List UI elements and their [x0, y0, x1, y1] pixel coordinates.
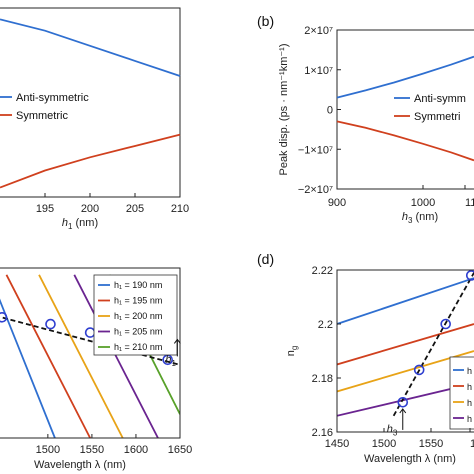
y-tick-label: 2.2 [318, 319, 333, 331]
x-tick-label: 1550 [80, 444, 104, 456]
data-marker [45, 318, 56, 330]
legend-label: Symmetri [414, 111, 460, 123]
x-tick-label: 1650 [168, 444, 192, 456]
legend-label: h [467, 414, 472, 424]
x-tick-label: 200 [81, 203, 99, 215]
data-marker [413, 364, 425, 376]
data-marker [465, 270, 474, 281]
y-axis-label: ng [285, 346, 299, 357]
y-tick-label: −2×10⁷ [298, 184, 333, 196]
legend-label: h₁ = 210 nm [114, 342, 162, 352]
arrow-head [173, 338, 181, 344]
x-tick-label: 1550 [419, 438, 443, 450]
series-line-3 [73, 274, 159, 438]
series-line-2 [38, 274, 124, 438]
x-tick-label: 1600 [124, 444, 148, 456]
series-line-0 [336, 55, 474, 99]
y-tick-label: −1×10⁷ [298, 144, 333, 156]
plot-body [0, 274, 180, 438]
x-axis-label: h3 (nm) [402, 211, 438, 225]
legend-label: h [467, 366, 472, 376]
x-axis-label: h1 (nm) [62, 217, 98, 231]
plot-frame [0, 267, 181, 439]
data-marker [440, 318, 451, 330]
arrow-head [399, 408, 407, 414]
data-marker [0, 312, 8, 323]
legend-box [390, 88, 474, 126]
x-tick-label: 210 [171, 203, 189, 215]
x-tick-label: 1450 [325, 438, 349, 450]
series-line-0 [0, 18, 181, 77]
panel-a: 195 200 205 210 h1 (nm) Anti-symmetric Symmetr… [0, 7, 189, 231]
x-tick-label: 1 [470, 438, 474, 450]
y-tick-label: 0 [327, 105, 333, 117]
legend-label: h₁ = 200 nm [114, 311, 162, 321]
x-tick-label: 1500 [36, 444, 60, 456]
legend-label: h₁ = 195 nm [114, 296, 162, 306]
legend-label: h [467, 398, 472, 408]
y-tick-label: 2.16 [312, 427, 333, 439]
x-tick-label: 205 [126, 203, 144, 215]
panel-title: (b) [257, 13, 274, 29]
panel-c: 1500 1550 1600 1650 Wavelength λ (nm) h₁ = 19… [0, 267, 192, 471]
series-line-1 [337, 323, 474, 366]
data-marker [84, 327, 96, 338]
y-tick-label: 2.22 [312, 265, 333, 277]
series-line-0 [337, 277, 474, 325]
x-tick-label: 900 [328, 197, 346, 209]
series-line-1 [0, 133, 181, 189]
panel-title: (d) [257, 251, 274, 267]
x-axis-label: Wavelength λ (nm) [364, 453, 456, 465]
x-axis-label: Wavelength λ (nm) [34, 459, 126, 471]
plot-frame [336, 269, 474, 433]
panel-b: (b) 900 1000 110 −2×10⁷ −1×10⁷ 0 1×10⁷ 2×10⁷ Peak… [257, 13, 474, 225]
trend-dashed-line [392, 272, 474, 417]
series-line-0 [0, 298, 56, 438]
legend-box [93, 274, 178, 356]
series-line-1 [5, 274, 91, 438]
series-line-1 [336, 120, 474, 162]
legend-box [449, 356, 474, 430]
annotation-label: h1 [165, 354, 176, 368]
legend-label: h₁ = 205 nm [114, 327, 162, 337]
y-tick-label: 2.18 [312, 373, 333, 385]
legend-label: h₁ = 190 nm [114, 280, 162, 290]
data-marker [397, 396, 409, 408]
x-tick-label: 1500 [372, 438, 396, 450]
x-tick-label: 1000 [411, 197, 435, 209]
plot-frame [0, 7, 181, 198]
annotation-label: h3 [387, 423, 398, 437]
legend-label: Symmetric [16, 110, 68, 122]
y-axis-label: Peak disp. (ps · nm⁻¹km⁻¹) [278, 43, 290, 175]
legend-label: h [467, 382, 472, 392]
legend-label: Anti-symm [414, 93, 466, 105]
y-tick-label: 1×10⁷ [304, 65, 333, 77]
y-tick-label: 2×10⁷ [304, 25, 333, 37]
x-tick-label: 110 [465, 197, 474, 209]
legend-label: Anti-symmetric [16, 92, 89, 104]
x-tick-label: 195 [36, 203, 54, 215]
